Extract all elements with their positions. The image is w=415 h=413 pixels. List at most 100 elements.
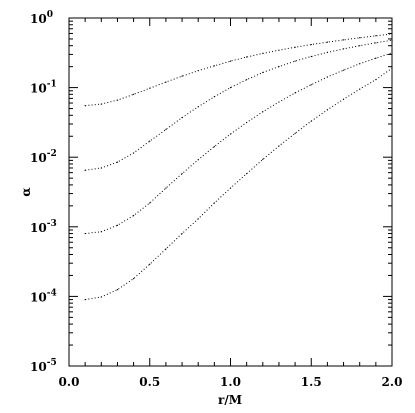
series-1-point xyxy=(262,52,264,55)
series-2-point xyxy=(391,39,393,41)
series-3-point xyxy=(326,76,328,78)
series-4-point xyxy=(197,218,199,220)
series-4-point xyxy=(359,88,361,90)
y-tick-label: 10-4 xyxy=(30,288,57,304)
series-4-point xyxy=(229,187,232,189)
series-1-point xyxy=(310,43,312,46)
x-tick-label: 0.0 xyxy=(59,375,80,389)
series-3-point xyxy=(213,146,215,148)
series-2-point xyxy=(310,55,312,58)
series-3-point xyxy=(116,224,119,226)
series-2-line xyxy=(85,39,393,171)
series-4-point xyxy=(213,202,215,204)
series-3-point xyxy=(342,69,345,71)
series-4-point xyxy=(246,173,248,175)
x-axis-title: r/M xyxy=(218,393,242,407)
series-4-point xyxy=(149,263,151,265)
series-1-point xyxy=(165,81,167,83)
x-tick-label: 1.5 xyxy=(301,375,322,389)
y-tick-exponent: -1 xyxy=(47,80,57,90)
series-3-point xyxy=(375,57,377,59)
series-2-point xyxy=(246,79,248,81)
series-4-point xyxy=(262,158,264,160)
series-4-point xyxy=(133,278,135,280)
series-1-point xyxy=(278,49,280,51)
series-4-point xyxy=(116,289,119,291)
y-tick-exponent: -3 xyxy=(47,219,57,229)
y-tick-label: 100 xyxy=(30,10,53,26)
series-2-point xyxy=(133,152,135,154)
series-2-point xyxy=(84,169,86,171)
series-3-point xyxy=(165,187,167,189)
series-1-line xyxy=(85,33,393,107)
series-2-point xyxy=(116,161,119,163)
series-3-point xyxy=(100,231,102,233)
series-1-point xyxy=(181,75,183,77)
series-1-point xyxy=(197,70,199,72)
y-tick-label: 10-5 xyxy=(30,358,57,374)
series-layer xyxy=(84,33,393,301)
series-2-point xyxy=(278,66,280,68)
series-1-point xyxy=(84,105,86,107)
series-2-point xyxy=(149,140,151,142)
y-tick-base: 10 xyxy=(30,360,47,374)
series-4-point xyxy=(84,298,86,301)
y-tick-exponent: -5 xyxy=(47,358,57,368)
series-2-point xyxy=(342,48,345,50)
y-tick-label: 10-3 xyxy=(30,219,57,235)
y-tick-label: 10-2 xyxy=(30,149,57,165)
series-1-point xyxy=(391,33,393,35)
series-1-point xyxy=(375,35,377,37)
x-tick-label: 2.0 xyxy=(382,375,403,389)
series-3-line xyxy=(85,52,393,234)
series-2-point xyxy=(359,45,361,47)
series-4-point xyxy=(342,98,345,100)
series-4-point xyxy=(310,120,312,122)
series-3-point xyxy=(262,111,264,113)
series-2-point xyxy=(197,106,199,108)
x-tick-label: 0.5 xyxy=(139,375,160,389)
series-3-point xyxy=(310,84,312,86)
series-2-point xyxy=(262,71,264,74)
series-3-point xyxy=(133,214,135,217)
y-tick-base: 10 xyxy=(30,151,47,165)
y-tick-base: 10 xyxy=(30,82,47,96)
series-2-point xyxy=(326,51,328,54)
y-tick-exponent: -2 xyxy=(47,149,57,159)
series-3-point xyxy=(359,63,361,65)
series-4-point xyxy=(391,67,393,69)
series-2-point xyxy=(165,128,167,131)
series-4-point xyxy=(165,248,167,250)
y-tick-exponent: 0 xyxy=(47,10,53,20)
x-axis-ticks: 0.0 0.5 1.0 1.5 2.0 xyxy=(59,18,403,389)
series-3-point xyxy=(149,202,151,204)
series-4-point xyxy=(375,79,377,81)
series-3-point xyxy=(278,101,280,103)
series-1-point xyxy=(359,37,361,39)
series-3-point xyxy=(197,159,199,161)
series-3-point xyxy=(246,121,248,124)
series-1-point xyxy=(213,65,215,67)
series-3-point xyxy=(181,173,183,175)
series-1-point xyxy=(100,103,102,105)
y-tick-base: 10 xyxy=(30,221,47,235)
series-4-point xyxy=(326,109,328,111)
y-tick-label: 10-1 xyxy=(30,80,57,96)
series-1-point xyxy=(116,99,119,101)
series-3-point xyxy=(84,232,86,235)
series-2-point xyxy=(181,117,183,119)
series-1-point xyxy=(342,39,345,41)
series-4-point xyxy=(100,296,102,298)
series-2-point xyxy=(375,42,377,44)
series-4-line xyxy=(85,67,393,301)
series-1-point xyxy=(133,93,135,95)
series-4-point xyxy=(294,132,296,134)
y-tick-base: 10 xyxy=(30,290,47,304)
series-1-point xyxy=(149,87,151,89)
series-2-point xyxy=(213,96,215,98)
y-axis-title: α xyxy=(19,187,33,196)
y-tick-base: 10 xyxy=(30,12,47,26)
series-4-point xyxy=(278,145,280,147)
series-1-point xyxy=(229,60,232,62)
